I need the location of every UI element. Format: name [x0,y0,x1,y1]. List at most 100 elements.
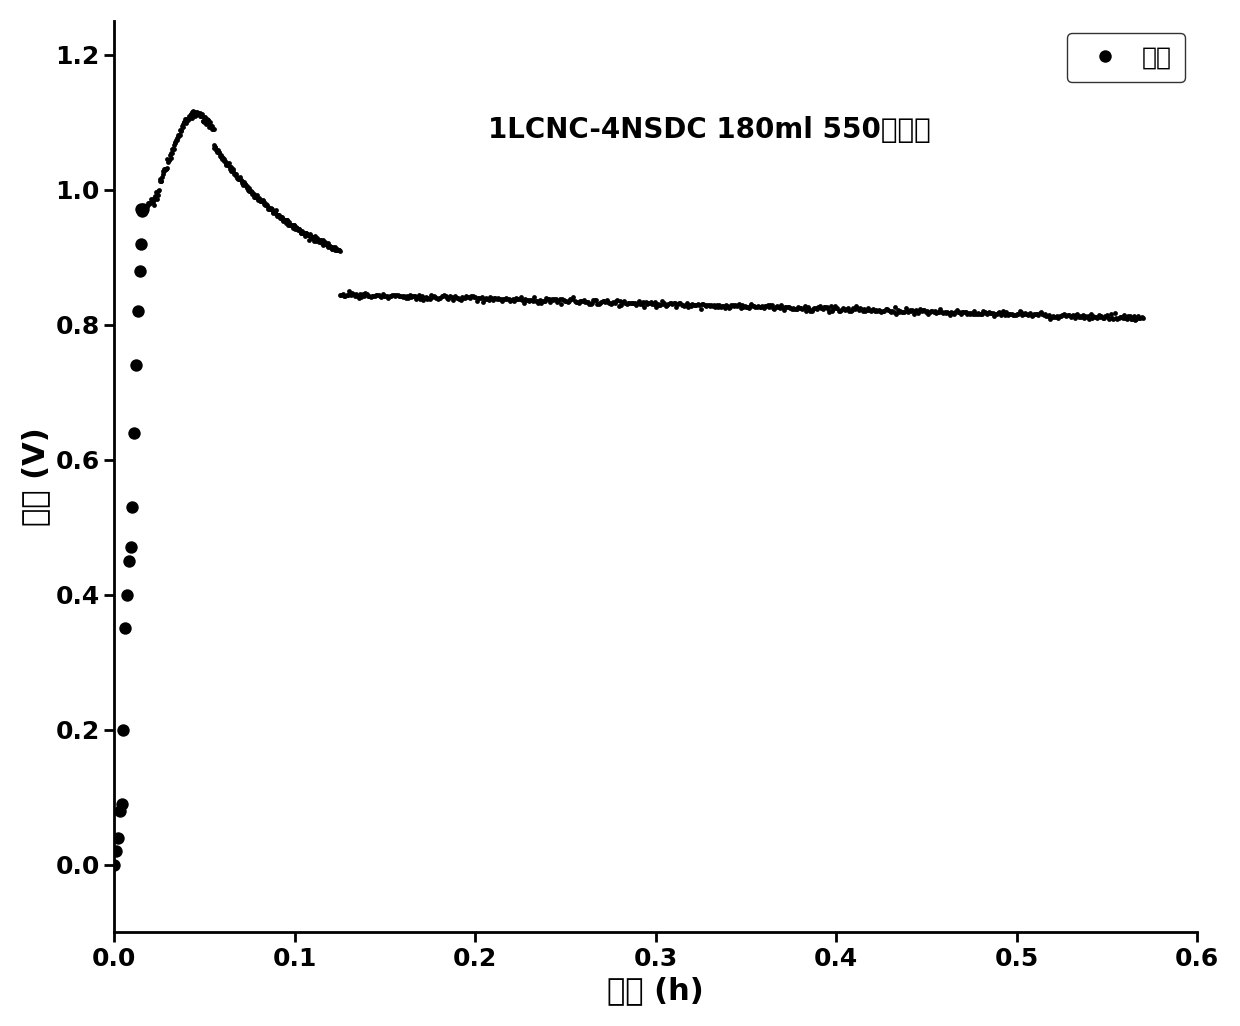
Point [1099,309,1118,325]
Point [1069,309,1089,325]
Point [687,297,707,313]
Point [255,195,275,211]
Point [270,208,290,225]
Point [213,150,233,166]
Point [963,303,983,319]
Point [818,302,838,318]
Point [703,299,723,315]
Point [987,306,1007,322]
Point [718,298,738,314]
Point [171,122,191,139]
Point [1116,310,1136,326]
Point [414,290,434,307]
Point [124,425,144,441]
Point [791,301,811,317]
Point [635,299,655,315]
Point [160,152,180,168]
Point [1048,308,1068,324]
Point [405,287,425,304]
Point [510,290,529,307]
Point [182,110,202,126]
Point [937,304,957,320]
Point [446,289,466,306]
Point [1019,306,1039,322]
Point [836,302,856,318]
Point [1104,311,1123,327]
Point [427,289,446,306]
Point [1084,308,1104,324]
Point [279,214,299,231]
Point [445,288,465,305]
Point [1012,307,1032,323]
Point [1090,309,1110,325]
Point [770,300,790,316]
Point [1055,307,1075,323]
Point [224,165,244,182]
Point [625,294,645,311]
Point [858,300,878,316]
Point [693,297,713,313]
Point [322,238,342,254]
Point [861,303,880,319]
Point [174,114,193,130]
Point [1074,309,1094,325]
Point [226,167,246,184]
Point [1123,308,1143,324]
Point [219,155,239,171]
Point [1013,306,1033,322]
Point [304,233,324,249]
Point [382,286,402,303]
Point [1028,307,1048,323]
Point [1009,303,1029,319]
Point [890,303,910,319]
Point [250,192,270,208]
Point [893,304,913,320]
Point [512,292,532,309]
Point [252,193,272,209]
Point [1023,307,1043,323]
Point [1070,308,1090,324]
Point [918,304,937,320]
Point [985,308,1004,324]
Point [104,857,124,873]
Point [208,142,228,158]
Point [952,304,972,320]
Point [870,303,890,319]
Point [257,196,277,212]
Point [341,287,361,304]
Point [294,225,314,241]
Point [1043,308,1063,324]
Point [759,299,779,315]
Point [999,306,1019,322]
Point [621,294,641,311]
Point [813,299,833,315]
Point [660,295,680,312]
Point [807,302,827,318]
Point [941,304,961,320]
Point [181,106,201,122]
Point [527,292,547,309]
Point [905,303,925,319]
Point [565,293,585,310]
Point [827,300,847,316]
Point [843,300,863,316]
Point [900,302,920,318]
Point [284,216,304,233]
Point [993,303,1013,319]
Point [577,293,596,310]
Point [308,232,327,248]
Point [1053,307,1073,323]
Point [820,304,839,320]
Point [895,301,915,317]
Point [784,300,804,316]
Point [144,190,164,206]
Point [311,235,331,251]
Point [242,185,262,201]
Point [289,221,309,237]
Point [1085,309,1105,325]
Point [583,291,603,308]
Point [239,183,259,199]
Point [844,301,864,317]
Point [863,301,883,317]
Point [224,166,244,183]
